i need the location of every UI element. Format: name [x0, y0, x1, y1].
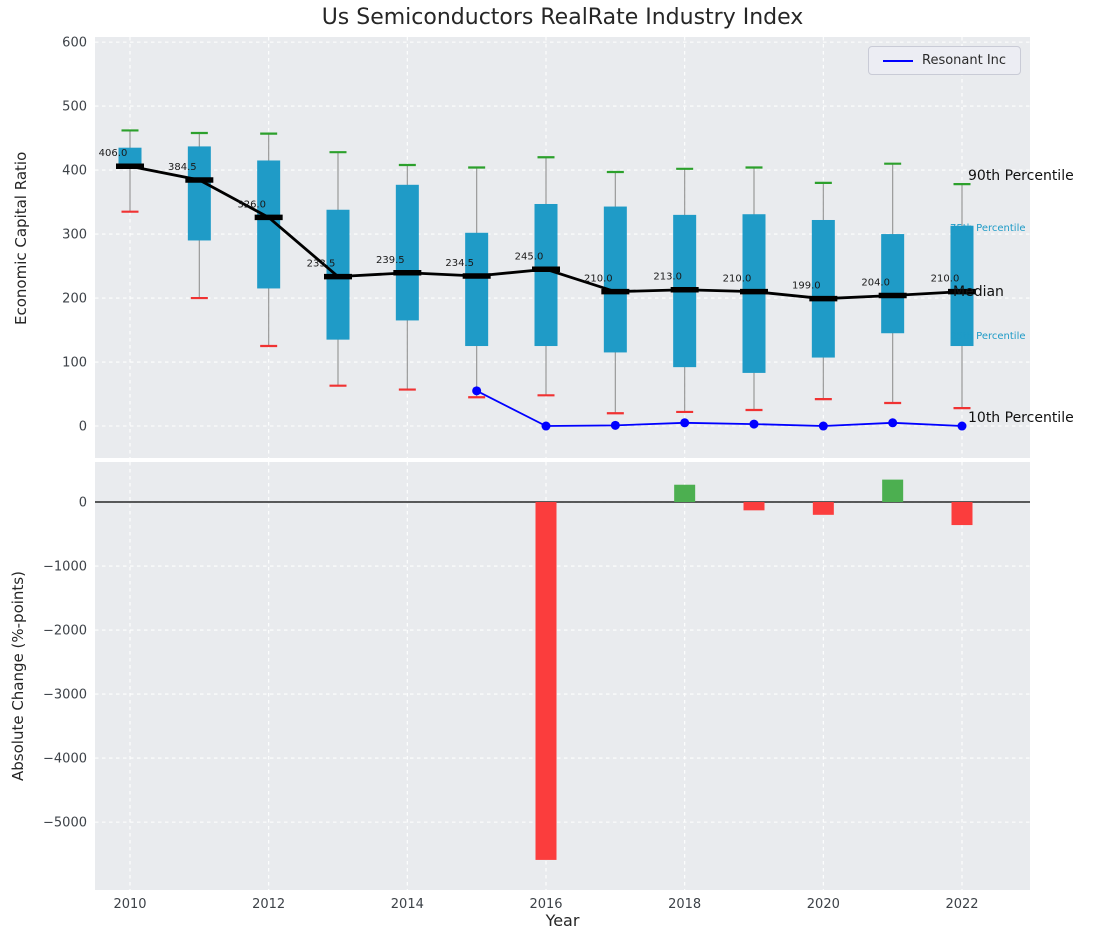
annotation-25th-percentile: 25th Percentile: [950, 331, 1026, 342]
median-value-label: 245.0: [515, 251, 544, 262]
iqr-box: [118, 147, 142, 167]
iqr-box: [881, 234, 905, 334]
resonant-line: [476, 390, 963, 427]
median-value-label: 234.5: [445, 258, 474, 269]
bottom-y-tick-label: −2000: [43, 624, 87, 639]
legend-line-swatch: [883, 59, 913, 62]
x-tick-label: 2012: [252, 897, 285, 912]
top-y-tick-label: 400: [62, 164, 87, 179]
change-bar: [951, 502, 973, 526]
resonant-marker: [541, 421, 551, 431]
x-tick-label: 2022: [945, 897, 978, 912]
x-tick-label: 2016: [529, 897, 562, 912]
x-tick-label: 2010: [113, 897, 146, 912]
change-bar: [535, 502, 557, 860]
iqr-box: [811, 219, 835, 358]
top-y-tick-label: 500: [62, 100, 87, 115]
iqr-box: [465, 232, 489, 347]
median-value-label: 210.0: [931, 274, 960, 285]
median-value-label: 406.0: [99, 148, 128, 159]
bottom-y-tick-label: −5000: [43, 816, 87, 831]
bottom-plot-background: [95, 462, 1030, 890]
median-value-label: 210.0: [584, 274, 613, 285]
annotation-90th-percentile: 90th Percentile: [968, 168, 1074, 184]
iqr-box: [603, 206, 627, 353]
top-y-tick-label: 300: [62, 228, 87, 243]
top-y-axis-label: Economic Capital Ratio: [12, 151, 30, 325]
annotation-10th-percentile: 10th Percentile: [968, 410, 1074, 426]
change-bar: [882, 479, 904, 503]
bottom-y-tick-label: −1000: [43, 560, 87, 575]
resonant-marker: [888, 418, 898, 428]
top-y-tick-label: 600: [62, 36, 87, 51]
resonant-marker: [749, 419, 759, 429]
change-bar: [743, 502, 765, 511]
top-y-tick-label: 200: [62, 292, 87, 307]
bottom-y-axis-label: Absolute Change (%-points): [9, 571, 27, 781]
change-bar: [812, 502, 834, 515]
median-value-label: 326.0: [237, 199, 266, 210]
annotation-median: Median: [953, 284, 1004, 300]
x-tick-label: 2020: [807, 897, 840, 912]
median-value-label: 233.5: [307, 259, 336, 270]
median-value-label: 204.0: [861, 277, 890, 288]
top-y-tick-label: 100: [62, 356, 87, 371]
bottom-y-tick-label: 0: [79, 496, 87, 511]
median-value-label: 199.0: [792, 281, 821, 292]
x-axis-label: Year: [545, 911, 580, 930]
top-y-tick-label: 0: [79, 420, 87, 435]
top-plot-background: [95, 37, 1030, 458]
legend: Resonant Inc: [868, 46, 1022, 75]
bottom-y-tick-label: −4000: [43, 752, 87, 767]
median-value-label: 210.0: [723, 274, 752, 285]
change-bar: [674, 484, 696, 503]
median-value-label: 239.5: [376, 255, 405, 266]
annotation-75th-percentile: 75th Percentile: [950, 223, 1026, 234]
resonant-marker: [610, 420, 620, 430]
iqr-box: [187, 146, 211, 241]
iqr-box: [950, 225, 974, 347]
x-tick-label: 2018: [668, 897, 701, 912]
median-value-label: 213.0: [653, 272, 682, 283]
bottom-y-tick-label: −3000: [43, 688, 87, 703]
iqr-box: [257, 160, 281, 289]
iqr-box: [534, 203, 558, 347]
resonant-marker: [680, 418, 690, 428]
resonant-marker: [818, 421, 828, 431]
chart-title: Us Semiconductors RealRate Industry Inde…: [321, 5, 804, 30]
resonant-marker: [472, 386, 482, 396]
resonant-marker: [957, 421, 967, 431]
x-tick-label: 2014: [391, 897, 424, 912]
median-value-label: 384.5: [168, 162, 197, 173]
iqr-box: [395, 184, 419, 321]
legend-label: Resonant Inc: [922, 53, 1007, 68]
